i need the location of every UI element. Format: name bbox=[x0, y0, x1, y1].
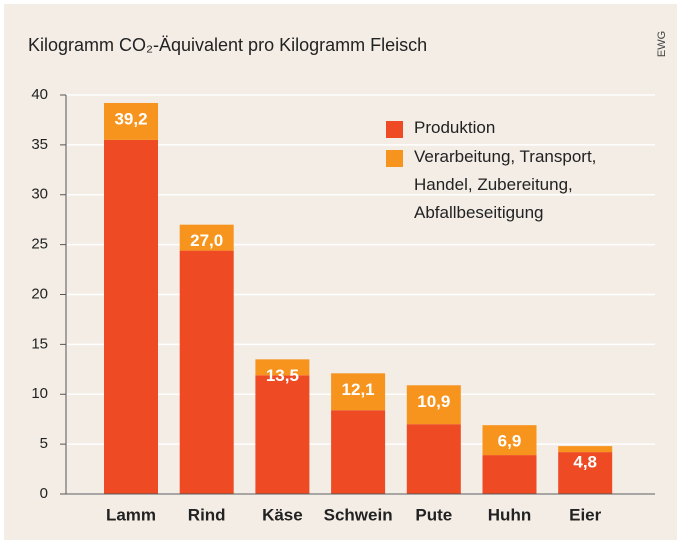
legend-label: Verarbeitung, Transport, Handel, Zuberei… bbox=[414, 147, 597, 222]
legend-swatch bbox=[386, 150, 403, 167]
bar-segment bbox=[482, 455, 537, 494]
bar-segment bbox=[179, 250, 234, 494]
chart-title: Kilogramm CO₂-Äquivalent pro Kilogramm F… bbox=[28, 35, 427, 55]
value-label: 6,9 bbox=[498, 432, 522, 451]
x-tick-label: Käse bbox=[262, 505, 303, 524]
value-label: 12,1 bbox=[342, 380, 375, 399]
legend-entry: Verarbeitung, Transport, Handel, Zuberei… bbox=[414, 147, 597, 222]
y-tick-label: 20 bbox=[31, 285, 48, 302]
bar-segment bbox=[179, 224, 234, 251]
y-tick-label: 15 bbox=[31, 335, 48, 352]
y-tick-label: 35 bbox=[31, 136, 48, 153]
x-tick-label: Lamm bbox=[106, 505, 156, 524]
bar-segment bbox=[558, 452, 613, 494]
y-tick-label: 25 bbox=[31, 236, 48, 253]
bar-segment bbox=[558, 446, 613, 453]
source: EWG bbox=[656, 31, 668, 57]
bar-segment bbox=[255, 359, 310, 376]
legend-swatch bbox=[386, 121, 403, 138]
x-tick-label: Rind bbox=[188, 505, 226, 524]
value-label: 27,0 bbox=[190, 231, 223, 250]
value-label: 13,5 bbox=[266, 366, 299, 385]
y-tick-label: 30 bbox=[31, 186, 48, 203]
y-tick-label: 10 bbox=[31, 385, 48, 402]
bar-segment bbox=[331, 410, 386, 494]
bar-segment bbox=[255, 375, 310, 494]
y-tick-label: 0 bbox=[40, 485, 48, 502]
y-tick-label: 40 bbox=[31, 86, 48, 103]
value-label: 10,9 bbox=[417, 392, 450, 411]
bar-segment bbox=[104, 139, 158, 494]
bar-segment bbox=[331, 373, 386, 411]
bar-segment bbox=[104, 102, 158, 140]
x-tick-label: Pute bbox=[415, 505, 452, 524]
legend-entry: Produktion bbox=[414, 118, 496, 137]
x-tick-label: Eier bbox=[569, 505, 602, 524]
x-tick-label: Schwein bbox=[324, 505, 393, 524]
y-tick-label: 5 bbox=[40, 435, 48, 452]
value-label: 39,2 bbox=[114, 109, 147, 128]
bar-segment bbox=[406, 385, 461, 425]
bar-segment bbox=[406, 424, 461, 494]
x-tick-label: Huhn bbox=[488, 505, 531, 524]
value-label: 4,8 bbox=[573, 453, 597, 472]
legend-label: Produktion bbox=[414, 118, 496, 137]
bar-segment bbox=[482, 425, 537, 456]
